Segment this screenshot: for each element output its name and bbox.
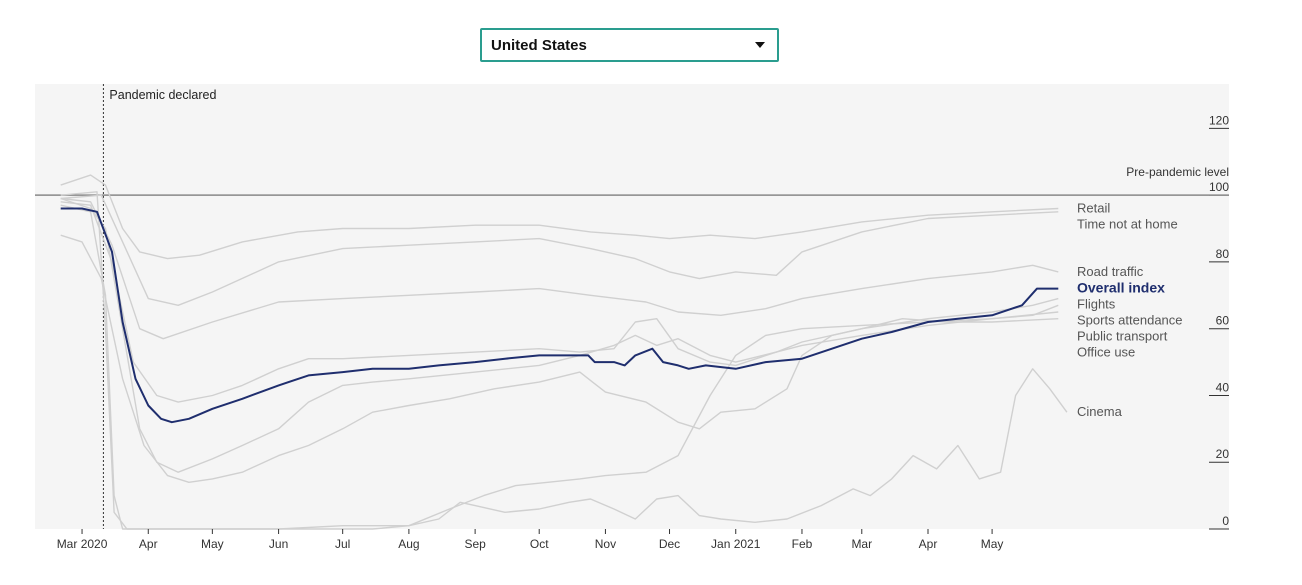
reference-line-group: Pre-pandemic level bbox=[35, 165, 1229, 196]
y-tick-label: 60 bbox=[1216, 314, 1230, 328]
country-select-value: United States bbox=[491, 37, 587, 54]
x-tick-label: Jun bbox=[269, 537, 288, 551]
series-label-overall-index: Overall index bbox=[1077, 280, 1165, 296]
country-select[interactable]: United States bbox=[480, 28, 779, 62]
series-line-road-traffic bbox=[60, 197, 1059, 340]
series-label-time-not-at-home: Time not at home bbox=[1077, 217, 1178, 232]
x-tick-label: May bbox=[201, 537, 224, 551]
caret-down-icon bbox=[755, 42, 765, 48]
pandemic-declared-label: Pandemic declared bbox=[109, 88, 216, 102]
x-tick-label: Jul bbox=[335, 537, 350, 551]
series-line-office-use bbox=[60, 234, 1059, 483]
series-line-time-not-at-home bbox=[60, 194, 1059, 306]
series-label-cinema: Cinema bbox=[1077, 404, 1123, 419]
y-tick-label: 20 bbox=[1216, 447, 1230, 461]
y-tick-label: 120 bbox=[1209, 113, 1229, 127]
series-label-office-use: Office use bbox=[1077, 345, 1135, 360]
series-line-overall-index bbox=[60, 207, 1059, 424]
x-axis: Mar 2020 Apr May Jun Jul Aug Sep Oct Nov Dec Jan 2… bbox=[57, 529, 1004, 551]
x-tick-label: Dec bbox=[659, 537, 680, 551]
x-tick-label: Apr bbox=[919, 537, 938, 551]
y-tick-label: 80 bbox=[1216, 247, 1230, 261]
series-line-flights bbox=[60, 197, 1059, 473]
series-line-public-transport bbox=[60, 201, 1059, 403]
x-tick-label: Apr bbox=[139, 537, 158, 551]
series-label-road-traffic: Road traffic bbox=[1077, 264, 1144, 279]
x-tick-label: Jan 2021 bbox=[711, 537, 761, 551]
x-tick-label: Feb bbox=[792, 537, 813, 551]
series-lines bbox=[60, 174, 1068, 530]
x-tick-label: Nov bbox=[595, 537, 616, 551]
series-label-flights: Flights bbox=[1077, 297, 1116, 312]
plot-background bbox=[35, 84, 1229, 529]
x-tick-label: Oct bbox=[530, 537, 549, 551]
series-label-public-transport: Public transport bbox=[1077, 329, 1168, 344]
series-line-cinema bbox=[60, 204, 1068, 530]
x-tick-label: May bbox=[981, 537, 1004, 551]
x-tick-label: Aug bbox=[398, 537, 419, 551]
event-marker: Pandemic declared bbox=[102, 84, 216, 529]
y-tick-label: 40 bbox=[1216, 380, 1230, 394]
y-tick-label: 100 bbox=[1209, 180, 1229, 194]
series-label-sports-attendance: Sports attendance bbox=[1077, 313, 1183, 328]
series-line-retail bbox=[60, 174, 1059, 260]
x-tick-label: Mar 2020 bbox=[57, 537, 108, 551]
pre-pandemic-label: Pre-pandemic level bbox=[1126, 165, 1229, 179]
x-tick-label: Sep bbox=[464, 537, 486, 551]
series-label-retail: Retail bbox=[1077, 201, 1110, 216]
x-tick-label: Mar bbox=[851, 537, 872, 551]
y-tick-label: 0 bbox=[1222, 514, 1229, 528]
y-axis: 0 20 40 60 80 100 120 bbox=[1209, 113, 1230, 530]
